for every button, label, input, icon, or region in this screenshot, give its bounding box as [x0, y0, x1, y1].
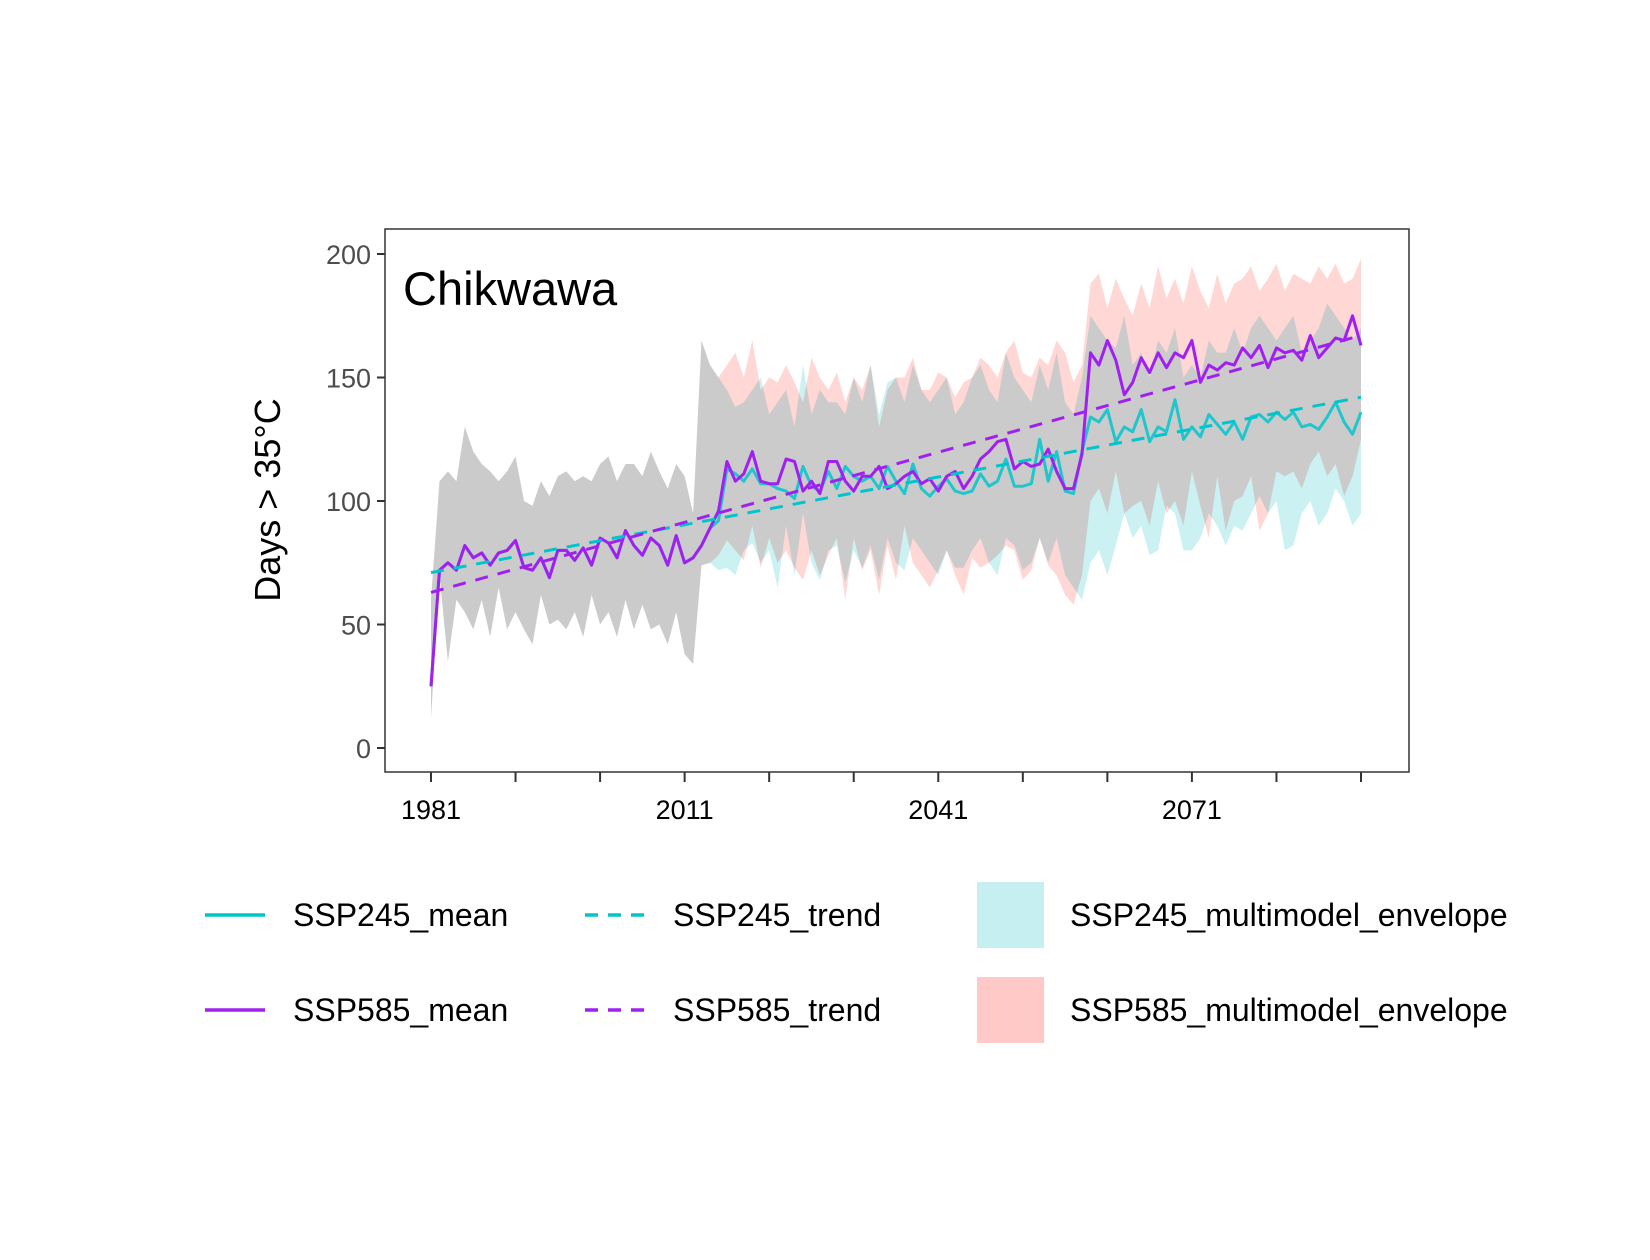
legend: SSP245_mean SSP245_trend SSP245_multimodel…: [205, 882, 1508, 1043]
legend-label: SSP245_trend: [673, 897, 881, 933]
y-tick-label: 100: [326, 487, 371, 517]
y-axis-label: Days > 35°C: [247, 398, 288, 601]
ssp585-mean-line: [429, 314, 1363, 687]
legend-swatch: [977, 882, 1044, 948]
legend-swatch: [977, 977, 1044, 1043]
legend-label: SSP245_multimodel_envelope: [1070, 897, 1508, 933]
legend-item-ssp585-multimodel-envelope: SSP585_multimodel_envelope: [977, 977, 1508, 1043]
y-tick-label: 50: [341, 611, 371, 641]
plot-area: [429, 258, 1363, 719]
y-tick-label: 0: [356, 734, 371, 764]
legend-label: SSP585_trend: [673, 992, 881, 1028]
ssp245-trend-line: [430, 395, 1362, 575]
legend-label: SSP585_mean: [293, 992, 508, 1028]
x-tick-label: 1981: [401, 795, 461, 825]
x-tick-label: 2041: [908, 795, 968, 825]
y-tick-label: 150: [326, 364, 371, 394]
x-axis: 1981 2011 2041 2071: [401, 772, 1362, 825]
x-tick-label: 2011: [656, 795, 714, 825]
x-tick-label: 2071: [1162, 795, 1222, 825]
legend-item-ssp245-multimodel-envelope: SSP245_multimodel_envelope: [977, 882, 1508, 948]
legend-label: SSP585_multimodel_envelope: [1070, 992, 1508, 1028]
panel-title: Chikwawa: [403, 262, 618, 315]
legend-item-ssp245-trend: SSP245_trend: [585, 897, 881, 933]
legend-label: SSP245_mean: [293, 897, 508, 933]
legend-item-ssp245-mean: SSP245_mean: [205, 897, 508, 933]
y-axis: 0 50 100 150 200: [326, 240, 385, 764]
ssp585-multimodel-envelope-area: [431, 258, 1361, 719]
y-tick-label: 200: [326, 240, 371, 270]
legend-item-ssp585-mean: SSP585_mean: [205, 992, 508, 1028]
legend-item-ssp585-trend: SSP585_trend: [585, 992, 881, 1028]
